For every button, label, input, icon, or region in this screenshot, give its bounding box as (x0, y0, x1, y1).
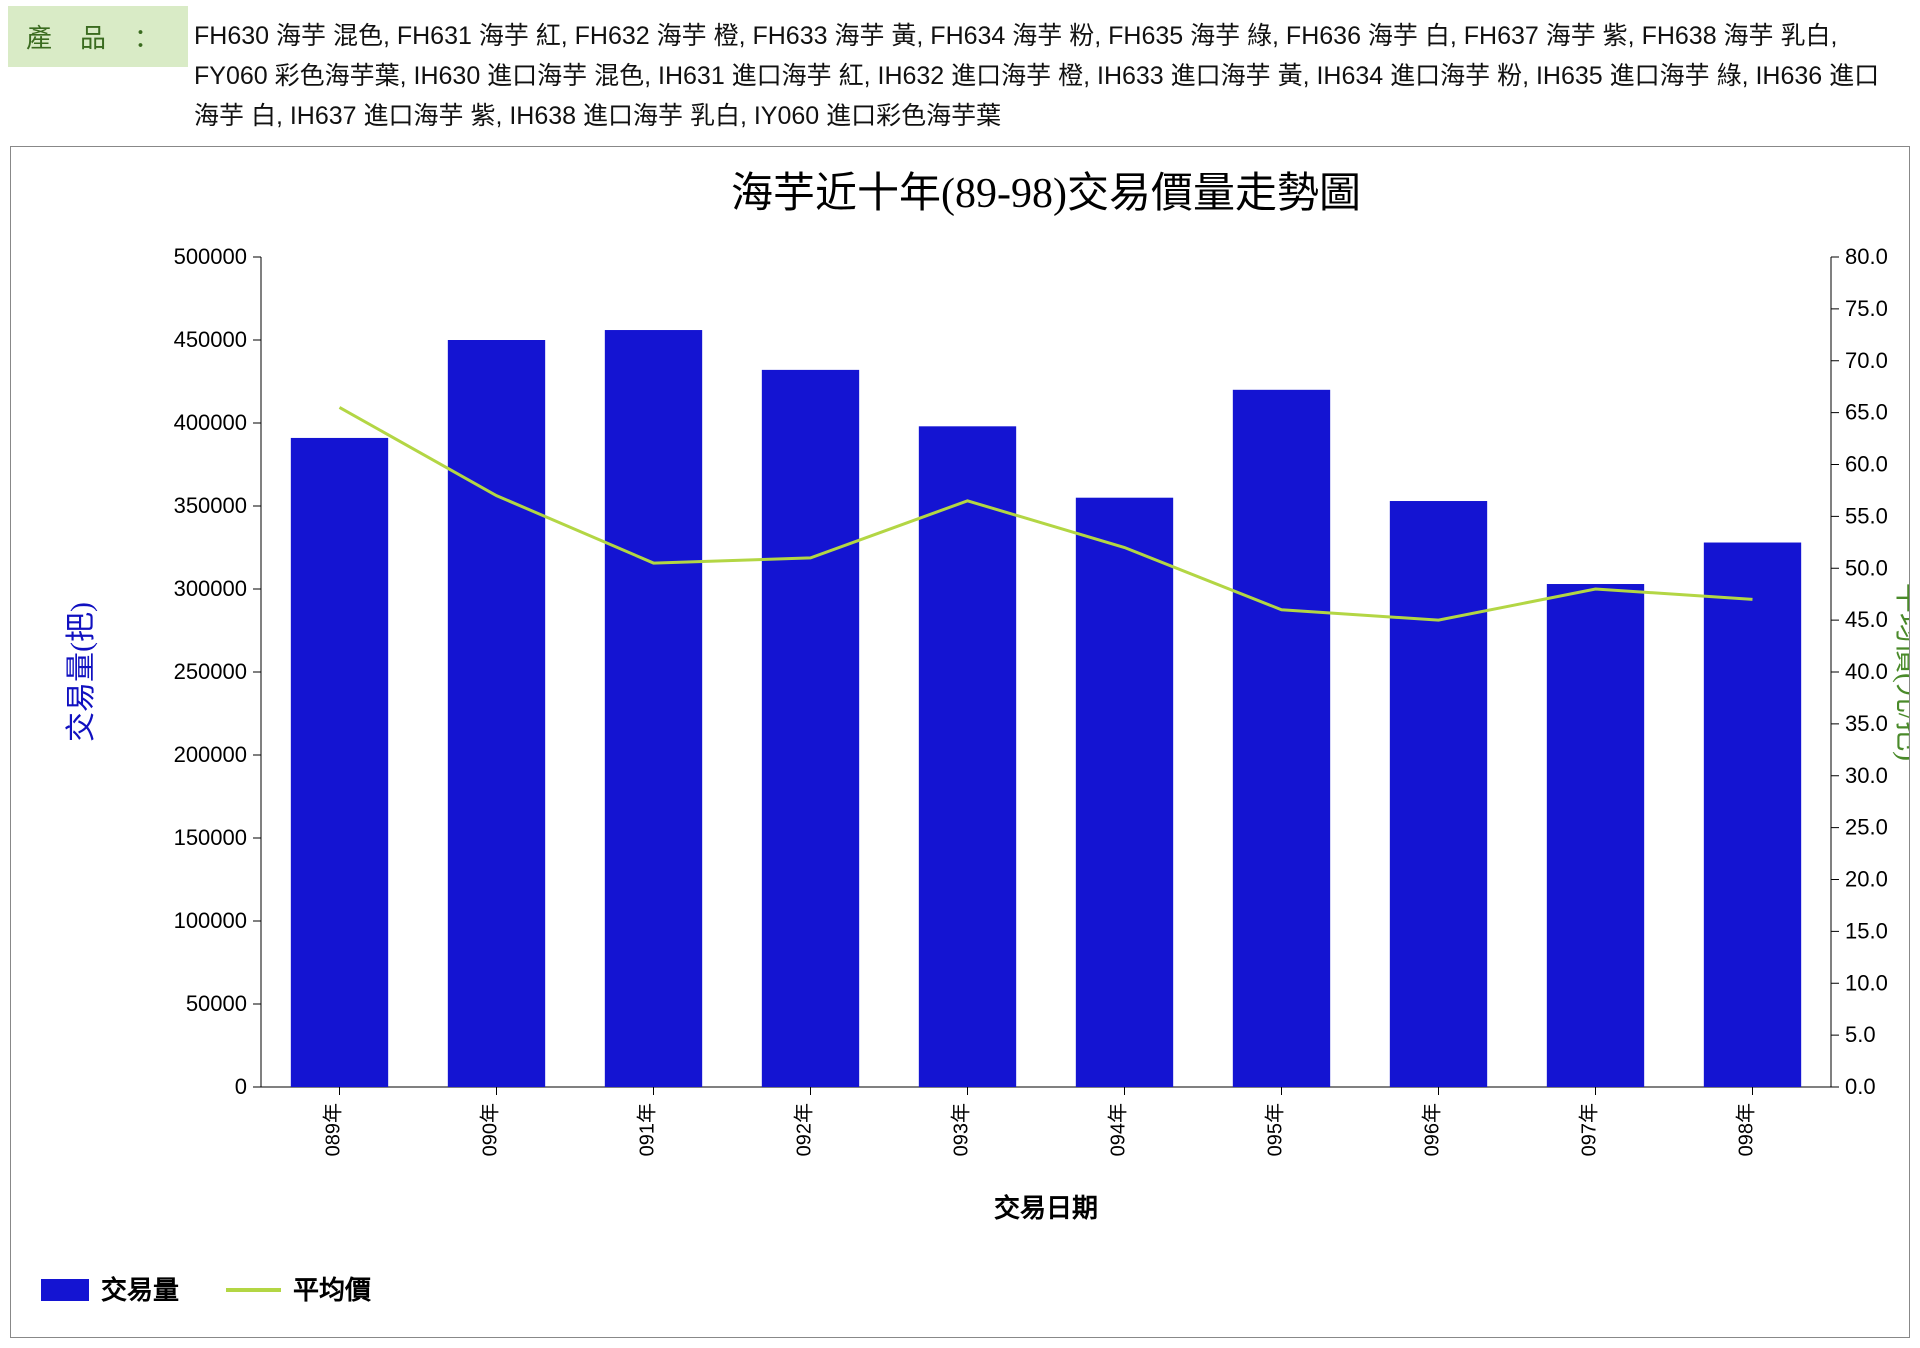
y1-tick-label: 50000 (186, 991, 247, 1016)
y2-tick-label: 50.0 (1845, 555, 1888, 580)
header-row: 產品： FH630 海芋 混色, FH631 海芋 紅, FH632 海芋 橙,… (8, 6, 1912, 136)
y1-axis-label: 交易量(把) (65, 602, 98, 742)
volume-bar (762, 370, 859, 1087)
y2-tick-label: 0.0 (1845, 1074, 1876, 1099)
y1-tick-label: 350000 (174, 493, 247, 518)
chart-container: 海芋近十年(89-98)交易價量走勢圖 0 50000 100000 150000 200… (10, 146, 1910, 1338)
y1-tick-label: 500000 (174, 244, 247, 269)
legend-volume-label: 交易量 (101, 1275, 179, 1305)
x-tick-label: 089年 (322, 1103, 345, 1156)
y2-tick-label: 5.0 (1845, 1022, 1876, 1047)
volume-bar (291, 438, 388, 1087)
y2-tick-label: 20.0 (1845, 867, 1888, 892)
y2-tick-label: 10.0 (1845, 970, 1888, 995)
y1-tick-label: 200000 (174, 742, 247, 767)
y2-tick-label: 25.0 (1845, 815, 1888, 840)
y1-tick-label: 250000 (174, 659, 247, 684)
y2-tick-label: 75.0 (1845, 296, 1888, 321)
x-tick-label: 093年 (950, 1103, 973, 1156)
x-tick-label: 091年 (636, 1103, 659, 1156)
x-tick-label: 096年 (1421, 1103, 1444, 1156)
x-tick-label: 094年 (1107, 1103, 1130, 1156)
chart-title: 海芋近十年(89-98)交易價量走勢圖 (731, 170, 1361, 217)
volume-bar (1076, 498, 1173, 1087)
products-list: FH630 海芋 混色, FH631 海芋 紅, FH632 海芋 橙, FH6… (188, 6, 1912, 136)
volume-bar (1233, 390, 1330, 1087)
y1-tick-label: 150000 (174, 825, 247, 850)
legend-price-label: 平均價 (293, 1275, 372, 1305)
y1-tick-label: 400000 (174, 410, 247, 435)
y2-axis-label: 平均價(元/把) (1892, 583, 1909, 761)
y2-tick-label: 30.0 (1845, 763, 1888, 788)
y1-tick-label: 450000 (174, 327, 247, 352)
volume-bar (605, 330, 702, 1087)
volume-bar (1704, 543, 1801, 1087)
x-tick-label: 092年 (793, 1103, 816, 1156)
y2-tick-label: 55.0 (1845, 503, 1888, 528)
legend-volume-swatch (41, 1279, 89, 1301)
y2-tick-label: 40.0 (1845, 659, 1888, 684)
price-line (340, 407, 1753, 620)
y1-tick-label: 0 (235, 1074, 247, 1099)
volume-bar (919, 426, 1016, 1087)
x-tick-label: 095年 (1264, 1103, 1287, 1156)
y2-tick-label: 70.0 (1845, 348, 1888, 373)
x-axis-label: 交易日期 (994, 1193, 1098, 1223)
y2-tick-label: 35.0 (1845, 711, 1888, 736)
y2-tick-label: 45.0 (1845, 607, 1888, 632)
y2-tick-label: 15.0 (1845, 918, 1888, 943)
volume-bar (1547, 584, 1644, 1087)
trend-chart: 海芋近十年(89-98)交易價量走勢圖 0 50000 100000 150000 200… (11, 147, 1909, 1337)
y2-tick-label: 65.0 (1845, 400, 1888, 425)
x-tick-label: 090年 (479, 1103, 502, 1156)
y1-tick-label: 100000 (174, 908, 247, 933)
x-tick-label: 097年 (1578, 1103, 1601, 1156)
x-tick-label: 098年 (1735, 1103, 1758, 1156)
y1-tick-label: 300000 (174, 576, 247, 601)
y2-tick-label: 80.0 (1845, 244, 1888, 269)
y2-tick-label: 60.0 (1845, 452, 1888, 477)
volume-bar (448, 340, 545, 1087)
products-label: 產品： (8, 6, 188, 67)
volume-bar (1390, 501, 1487, 1087)
